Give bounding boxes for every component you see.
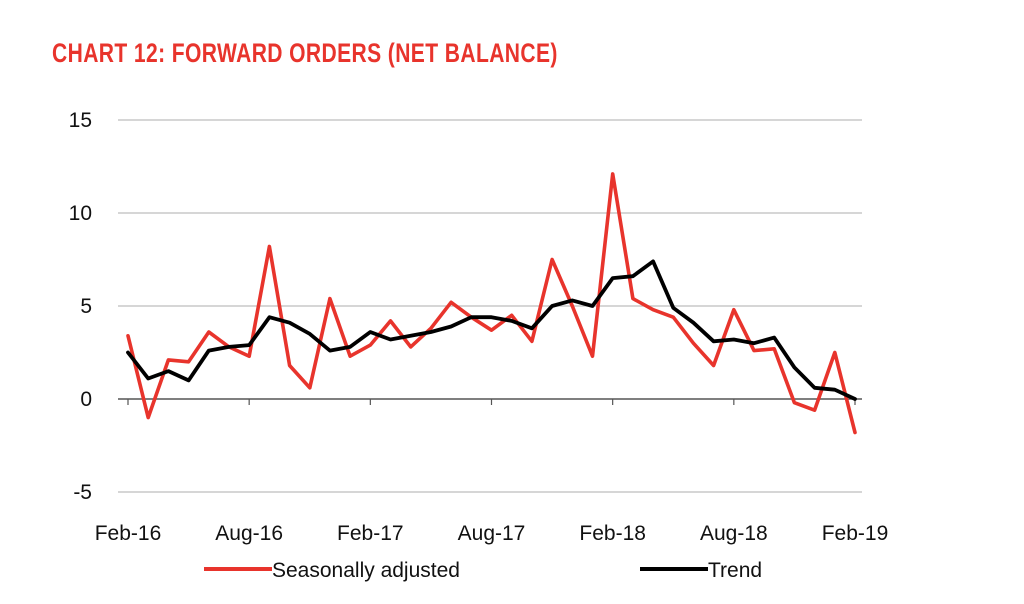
legend-label: Trend <box>708 559 762 582</box>
y-tick-label: -5 <box>73 481 92 504</box>
x-tick-label: Aug-18 <box>700 522 768 545</box>
series-line-trend <box>126 259 857 401</box>
x-tick-label: Feb-19 <box>822 522 889 545</box>
y-axis-ticks: 15 10 5 0 -5 <box>69 109 92 504</box>
x-tick-label: Feb-16 <box>95 522 162 545</box>
y-tick-label: 15 <box>69 109 92 132</box>
y-tick-label: 10 <box>69 202 92 225</box>
chart-title: CHART 12: FORWARD ORDERS (NET BALANCE) <box>52 38 558 68</box>
x-tick-label: Aug-17 <box>458 522 526 545</box>
x-axis: Feb-16 Aug-16 Feb-17 Aug-17 Feb-18 Aug-18 Feb-… <box>95 399 889 545</box>
y-tick-label: 5 <box>80 295 92 318</box>
grid-lines <box>118 119 862 493</box>
series-group <box>126 172 857 435</box>
legend-label: Seasonally adjusted <box>272 559 460 582</box>
x-tick-label: Aug-16 <box>215 522 283 545</box>
x-tick-label: Feb-17 <box>337 522 404 545</box>
legend: Seasonally adjusted Trend <box>204 559 762 582</box>
series-line-seasonally-adjusted <box>126 172 857 435</box>
y-tick-label: 0 <box>80 388 92 411</box>
x-tick-label: Feb-18 <box>579 522 646 545</box>
